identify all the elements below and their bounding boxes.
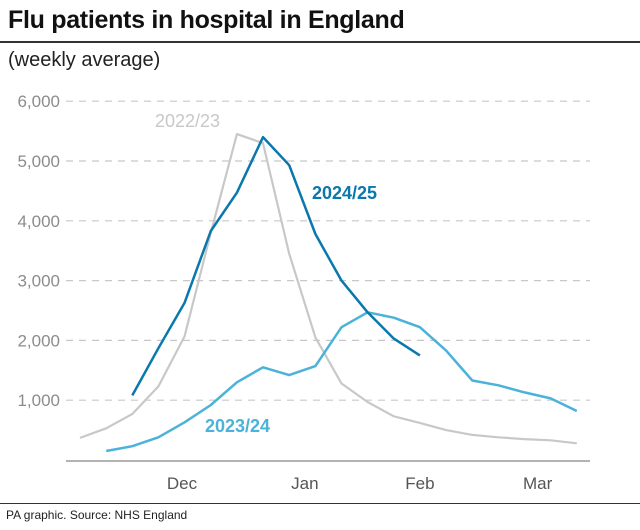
source-note: PA graphic. Source: NHS England <box>6 508 188 522</box>
series-line-2024-25 <box>131 135 421 397</box>
x-tick-label: Jan <box>291 474 318 493</box>
series-label: 2024/25 <box>312 183 377 203</box>
x-tick-label: Mar <box>523 474 553 493</box>
series-label: 2023/24 <box>205 416 270 436</box>
title-divider <box>0 41 640 43</box>
x-tick-label: Feb <box>405 474 434 493</box>
y-tick-label: 5,000 <box>17 152 60 171</box>
chart-subtitle: (weekly average) <box>8 49 161 71</box>
line-chart: 1,000 2,000 3,000 4,000 5,000 6,000 Dec Jan Feb M… <box>17 92 590 493</box>
chart-title: Flu patients in hospital in England <box>8 6 405 34</box>
series-line-2022-23 <box>79 133 577 445</box>
series-label: 2022/23 <box>155 111 220 131</box>
y-tick-label: 6,000 <box>17 92 60 111</box>
y-tick-label: 2,000 <box>17 331 60 350</box>
footer-divider <box>0 503 640 504</box>
x-tick-label: Dec <box>167 474 198 493</box>
y-tick-label: 4,000 <box>17 212 60 231</box>
y-tick-label: 3,000 <box>17 272 60 291</box>
y-tick-label: 1,000 <box>17 391 60 410</box>
